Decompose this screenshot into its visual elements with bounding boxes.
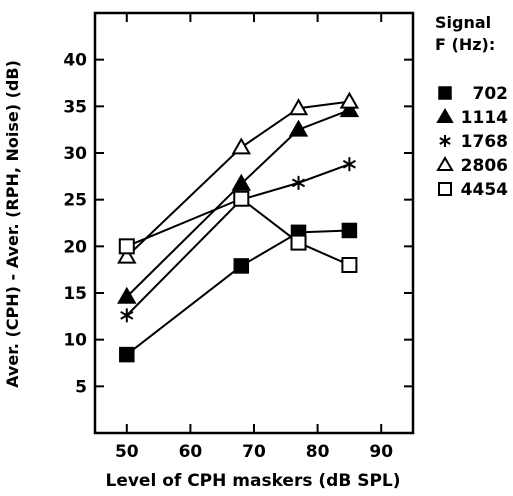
data-point (339, 100, 360, 118)
data-point (231, 137, 252, 155)
legend-label: 2806 (461, 156, 508, 176)
y-axis-label: Aver. (CPH) - Aver. (RPH, Noise) (dB) (3, 60, 22, 388)
data-point (231, 173, 252, 191)
y-tick-label: 25 (63, 191, 87, 211)
data-point (288, 119, 309, 137)
legend-label: 4454 (461, 180, 508, 200)
data-point (341, 257, 358, 273)
series-line (126, 197, 350, 266)
series-1114 (117, 100, 360, 304)
legend-marker (436, 108, 454, 123)
data-point (233, 258, 250, 274)
data-point (118, 238, 135, 255)
y-axis-ticks: 5 10 15 20 25 30 35 40 (63, 51, 413, 397)
data-point (120, 308, 134, 323)
data-point (342, 157, 356, 172)
data-point (288, 98, 309, 116)
x-tick-label: 50 (115, 442, 139, 462)
y-tick-label: 40 (63, 51, 87, 71)
y-tick-label: 10 (63, 331, 87, 351)
data-point (339, 91, 360, 109)
x-tick-label: 90 (369, 442, 393, 462)
legend-label: 702 (473, 84, 509, 104)
data-point (291, 175, 306, 190)
legend-entry: 1114 (436, 108, 508, 128)
x-tick-label: 60 (179, 442, 203, 462)
data-point (290, 234, 307, 251)
legend-entry: 4454 (438, 180, 508, 200)
legend-marker (438, 182, 452, 196)
data-point (117, 246, 137, 264)
legend-marker (436, 156, 454, 171)
legend-label: 1114 (461, 108, 508, 128)
series-line (126, 163, 350, 317)
x-tick-label: 70 (242, 442, 266, 462)
y-tick-label: 35 (63, 97, 87, 117)
y-tick-label: 15 (63, 284, 87, 304)
series-2806 (117, 91, 360, 264)
legend-marker (438, 86, 452, 100)
data-point (233, 190, 250, 207)
series-4454 (118, 190, 358, 273)
y-tick-label: 5 (75, 377, 87, 397)
series-line (126, 229, 350, 356)
legend-title-line2: F (Hz): (435, 35, 495, 54)
series-702 (119, 222, 358, 363)
x-tick-label: 80 (306, 442, 330, 462)
plot-frame (93, 11, 415, 435)
legend-marker (439, 135, 451, 147)
legend-entry: 702 (438, 84, 509, 104)
x-axis-label: Level of CPH maskers (dB SPL) (105, 471, 400, 491)
legend-title-line1: Signal (435, 13, 491, 32)
legend-label: 1768 (461, 132, 508, 152)
series-line (126, 100, 350, 258)
series-line (126, 109, 350, 298)
legend: Signal F (Hz): 702 1114 1768 2806 4454 (435, 13, 508, 200)
y-tick-label: 20 (63, 237, 87, 257)
data-point (117, 286, 137, 304)
x-axis-ticks: 50 60 70 80 90 (115, 13, 393, 462)
legend-entry: 2806 (436, 156, 508, 176)
y-tick-label: 30 (63, 144, 87, 164)
data-point (341, 222, 358, 239)
data-series (117, 91, 360, 363)
data-point (119, 346, 135, 363)
legend-entry: 1768 (439, 132, 508, 152)
